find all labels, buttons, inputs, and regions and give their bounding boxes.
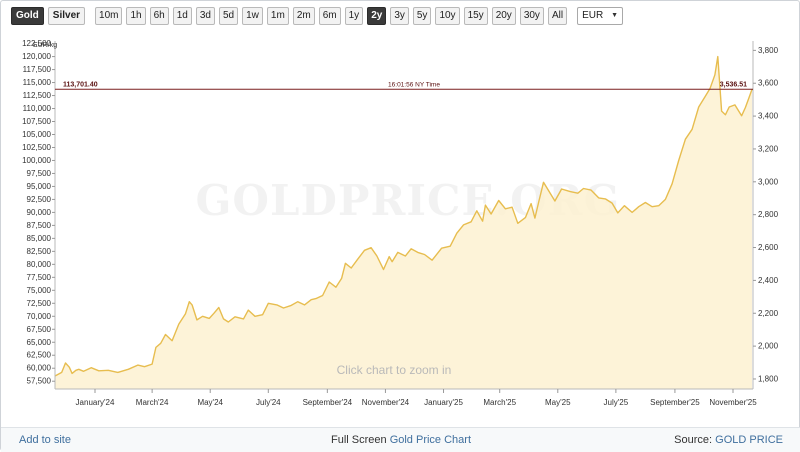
left-tick-label: 120,000 (22, 52, 51, 61)
right-tick-label: 2,200 (758, 309, 779, 318)
range-button-all[interactable]: All (547, 7, 568, 25)
timeframe-toolbar: Gold Silver 10m 1h 6h 1d 3d 5d 1w 1m 2m 6m 1y 2y 3y 5y 1… (11, 7, 624, 25)
range-button-1d[interactable]: 1d (172, 7, 192, 25)
range-button-2y[interactable]: 2y (367, 7, 387, 25)
range-button-3y[interactable]: 3y (390, 7, 409, 25)
right-tick-label: 3,600 (758, 79, 779, 88)
gold-price-chart-link[interactable]: Gold Price Chart (389, 434, 471, 446)
currency-value: EUR (582, 10, 604, 21)
left-axis-unit: EUR/kg (33, 42, 57, 49)
metal-button-silver[interactable]: Silver (47, 7, 86, 25)
left-tick-label: 97,500 (27, 169, 52, 178)
source-label: Source: (674, 434, 713, 446)
range-button-1y[interactable]: 1y (344, 7, 364, 25)
x-tick-label: July'24 (256, 398, 281, 407)
range-button-10m[interactable]: 10m (95, 7, 123, 25)
left-tick-label: 122,500 (22, 39, 51, 48)
left-tick-label: 67,500 (27, 325, 52, 334)
left-tick-label: 72,500 (27, 299, 52, 308)
zoom-hint: Click chart to zoom in (337, 363, 452, 377)
source-link[interactable]: GOLD PRICE (715, 434, 783, 446)
left-tick-label: 110,000 (23, 104, 52, 113)
left-tick-label: 60,000 (27, 364, 52, 373)
left-tick-label: 117,500 (23, 65, 52, 74)
full-screen-label: Full Screen (330, 434, 387, 446)
range-button-5d[interactable]: 5d (218, 7, 239, 25)
left-tick-label: 57,500 (27, 377, 52, 386)
left-tick-label: 82,500 (27, 247, 52, 256)
right-tick-label: 2,000 (758, 342, 779, 351)
x-tick-label: September'24 (303, 398, 353, 407)
chart-footer: Add to site Full Screen Gold Price Chart… (1, 427, 800, 452)
left-tick-label: 105,000 (22, 130, 51, 139)
price-area (55, 56, 752, 389)
right-tick-label: 3,000 (758, 177, 779, 186)
gold-price-chart[interactable]: GOLDPRICE.ORGEUR/kg57,50060,00062,50065,… (1, 1, 800, 427)
left-tick-label: 62,500 (27, 351, 52, 360)
range-button-10y[interactable]: 10y (435, 7, 460, 25)
x-tick-label: March'24 (136, 398, 169, 407)
add-to-site-link[interactable]: Add to site (19, 434, 71, 446)
x-tick-label: July'25 (604, 398, 629, 407)
range-button-5y[interactable]: 5y (412, 7, 432, 25)
current-price-eur-kg: 113,701.40 (63, 81, 98, 88)
right-tick-label: 2,600 (758, 243, 779, 252)
right-tick-label: 3,800 (758, 46, 779, 55)
footer-center-text: Full Screen Gold Price Chart (1, 428, 800, 452)
range-button-15y[interactable]: 15y (463, 7, 488, 25)
right-tick-label: 2,400 (758, 276, 779, 285)
x-tick-label: May'25 (545, 398, 571, 407)
left-tick-label: 75,000 (27, 286, 52, 295)
left-tick-label: 107,500 (22, 117, 51, 126)
x-tick-label: November'25 (709, 398, 757, 407)
chevron-down-icon: ▼ (611, 12, 619, 19)
left-tick-label: 95,000 (27, 182, 52, 191)
right-tick-label: 2,800 (758, 210, 779, 219)
right-tick-label: 3,400 (758, 112, 779, 121)
left-tick-label: 115,000 (23, 78, 52, 87)
left-tick-label: 92,500 (27, 195, 52, 204)
left-tick-label: 90,000 (27, 208, 52, 217)
metal-button-gold[interactable]: Gold (11, 7, 44, 25)
left-tick-label: 65,000 (27, 338, 52, 347)
range-button-6h[interactable]: 6h (149, 7, 169, 25)
price-line (54, 55, 753, 377)
left-tick-label: 70,000 (27, 312, 52, 321)
right-tick-label: 1,800 (758, 374, 779, 383)
range-button-30y[interactable]: 30y (519, 7, 544, 25)
left-tick-label: 77,500 (27, 273, 52, 282)
footer-source: Source: GOLD PRICE (674, 428, 783, 452)
current-price-eur-oz: 3,536.51 (720, 81, 747, 88)
x-tick-label: January'25 (424, 398, 463, 407)
range-button-1w[interactable]: 1w (242, 7, 263, 25)
range-button-1h[interactable]: 1h (126, 7, 146, 25)
range-button-6m[interactable]: 6m (318, 7, 341, 25)
left-tick-label: 80,000 (27, 260, 52, 269)
left-tick-label: 102,500 (22, 143, 51, 152)
currency-select[interactable]: EUR ▼ (577, 7, 624, 25)
x-tick-label: September'25 (650, 398, 700, 407)
left-tick-label: 85,000 (27, 234, 52, 243)
range-button-3d[interactable]: 3d (195, 7, 215, 25)
left-tick-label: 100,000 (22, 156, 51, 165)
range-button-2m[interactable]: 2m (292, 7, 315, 25)
range-button-20y[interactable]: 20y (491, 7, 516, 25)
range-button-1m[interactable]: 1m (266, 7, 289, 25)
x-tick-label: January'24 (76, 398, 115, 407)
x-tick-label: November'24 (362, 398, 410, 407)
current-time-label: 16:01:56 NY Time (388, 81, 440, 88)
right-tick-label: 3,200 (758, 144, 779, 153)
left-tick-label: 112,500 (23, 91, 52, 100)
x-tick-label: May'24 (197, 398, 223, 407)
x-tick-label: March'25 (483, 398, 516, 407)
left-tick-label: 87,500 (27, 221, 52, 230)
